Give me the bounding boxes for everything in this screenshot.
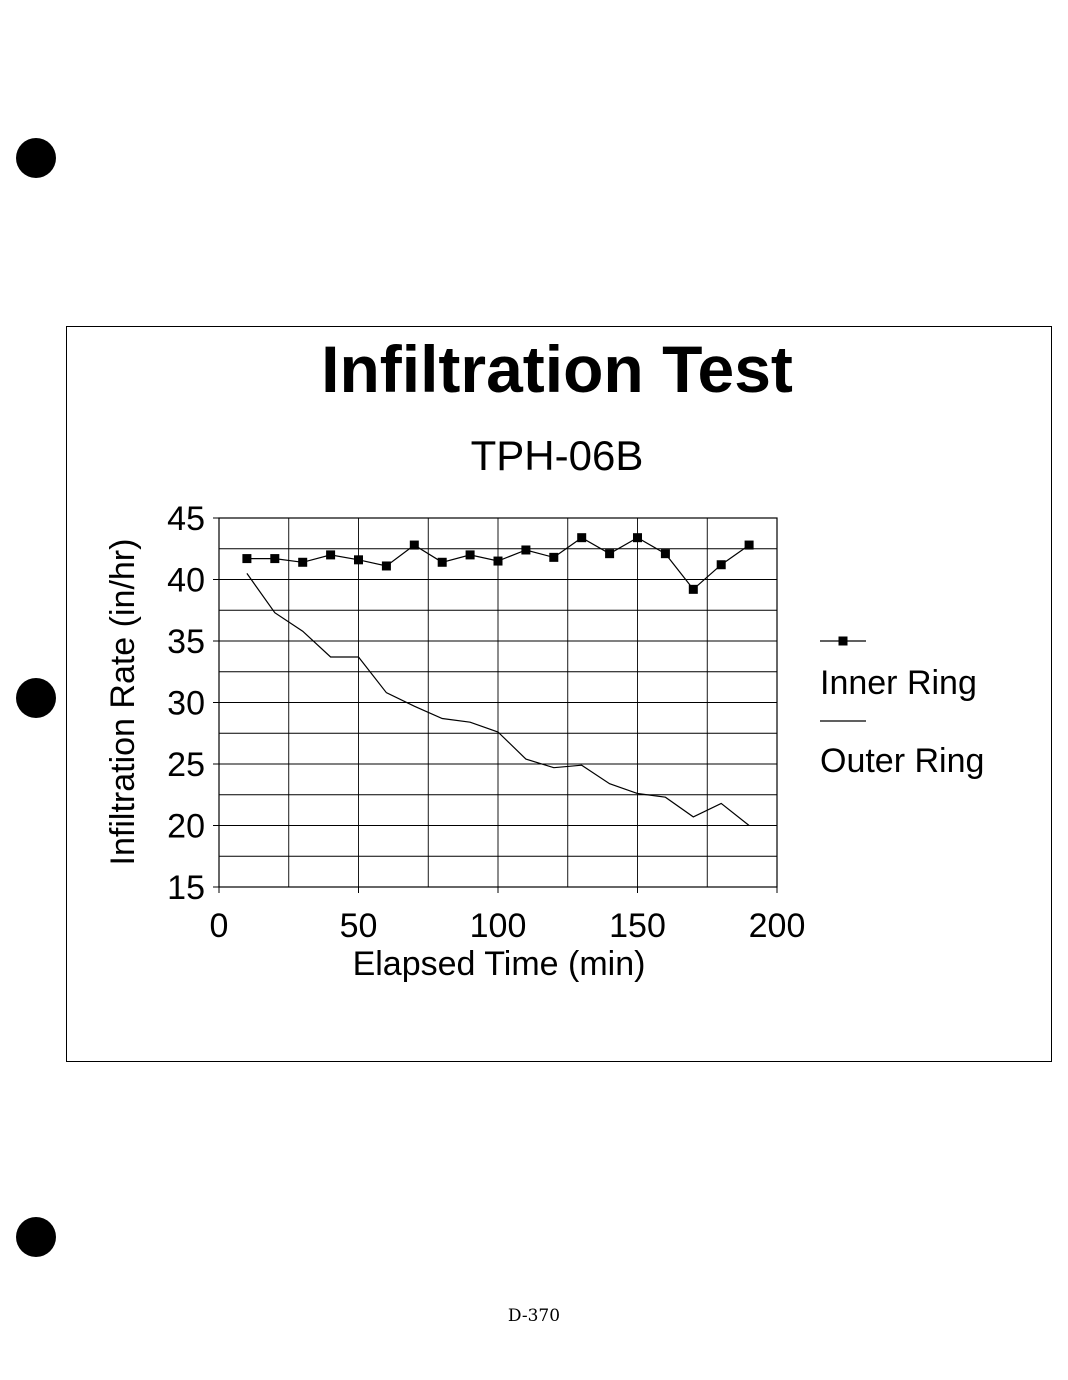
inner-ring-point [605,549,615,559]
inner-ring-point [744,540,754,550]
x-tick-label: 200 [749,907,806,945]
chart-frame [66,326,1052,1062]
x-tick-label: 0 [210,907,229,945]
axis-ticks: 15 20 25 30 35 40 45 0 50 100 150 200 [167,500,805,945]
legend-label-outer-ring: Outer Ring [820,742,984,780]
inner-ring-point [716,560,726,570]
inner-ring-point [493,556,503,566]
inner-ring-point [521,545,531,555]
legend: Inner Ring Outer Ring [820,636,984,780]
y-tick-label: 20 [167,808,205,846]
plot-grid [218,517,778,888]
legend-label-inner-ring: Inner Ring [820,664,977,702]
inner-ring-point [633,533,642,543]
series-layer [242,533,754,826]
inner-ring-point [298,557,308,567]
inner-ring-point [409,540,419,550]
legend-marker-inner-ring [838,636,848,646]
y-tick-label: 40 [167,562,205,600]
chart-title: Infiltration Test [321,332,793,406]
inner-ring-point [437,557,447,567]
page-number: D-370 [507,1306,561,1326]
inner-ring-point [465,550,475,560]
binder-hole-bottom [16,1217,56,1257]
inner-ring-point [660,549,670,559]
inner-ring-point [242,554,252,564]
y-tick-label: 15 [167,869,205,907]
y-tick-label: 35 [167,623,205,661]
outer-ring-line [246,573,750,826]
x-tick-label: 150 [609,907,666,945]
x-tick-label: 50 [340,907,378,945]
inner-ring-point [381,561,391,571]
binder-hole-top [16,138,56,178]
inner-ring-point [270,554,280,564]
chart-subtitle: TPH-06B [471,432,644,479]
y-axis-label: Infiltration Rate (in/hr) [104,539,142,866]
y-tick-label: 30 [167,685,205,723]
y-tick-label: 45 [167,500,205,538]
inner-ring-point [577,533,587,543]
inner-ring-point [326,550,336,560]
y-tick-label: 25 [167,746,205,784]
inner-ring-point [549,552,559,562]
binder-hole-middle [16,678,56,718]
x-axis-label: Elapsed Time (min) [353,945,646,983]
inner-ring-point [354,555,363,565]
x-tick-label: 100 [470,907,527,945]
inner-ring-point [688,584,698,594]
